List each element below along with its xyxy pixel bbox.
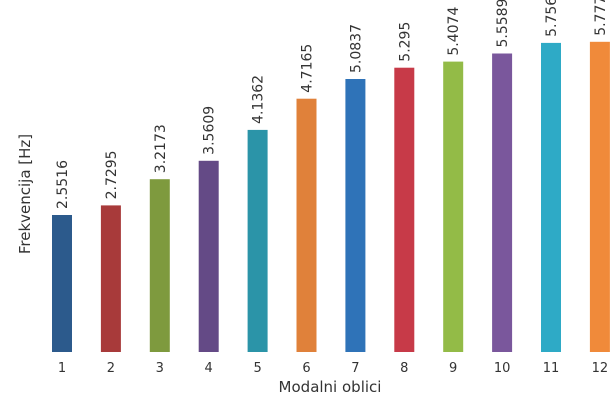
x-tick-4: 4 bbox=[205, 361, 213, 376]
bar-6 bbox=[296, 98, 317, 352]
bar-7 bbox=[345, 79, 366, 352]
bar-3 bbox=[149, 179, 170, 352]
x-axis-title: Modalni oblici bbox=[279, 378, 382, 396]
bar-10 bbox=[492, 53, 513, 352]
bar-9 bbox=[443, 61, 464, 352]
x-tick-7: 7 bbox=[351, 361, 359, 376]
x-tick-12: 12 bbox=[592, 361, 609, 376]
x-tick-10: 10 bbox=[494, 361, 511, 376]
bar-4 bbox=[198, 160, 219, 352]
x-tick-2: 2 bbox=[107, 361, 115, 376]
bar-12 bbox=[589, 41, 610, 353]
x-tick-1: 1 bbox=[58, 361, 66, 376]
x-tick-11: 11 bbox=[543, 361, 560, 376]
x-tick-3: 3 bbox=[156, 361, 164, 376]
bar-8 bbox=[394, 67, 415, 352]
value-label-11: 5.7566 bbox=[544, 0, 560, 37]
bars-group bbox=[52, 41, 610, 353]
value-label-6: 4.7165 bbox=[300, 44, 316, 93]
value-label-2: 2.7295 bbox=[104, 150, 120, 199]
bar-11 bbox=[541, 42, 561, 353]
value-label-1: 2.5516 bbox=[55, 160, 71, 209]
x-tick-6: 6 bbox=[302, 361, 310, 376]
value-label-7: 5.0837 bbox=[348, 24, 364, 73]
y-axis-title: Frekvencija [Hz] bbox=[16, 134, 34, 254]
value-label-8: 5.295 bbox=[397, 22, 413, 62]
value-label-9: 5.4074 bbox=[446, 7, 462, 56]
value-label-10: 5.5589 bbox=[495, 0, 511, 48]
bar-1 bbox=[52, 215, 72, 352]
x-tick-9: 9 bbox=[449, 361, 457, 376]
value-labels-group: 2.5516 2.7295 3.2173 3.5609 4.1362 4.7165 5.08… bbox=[55, 0, 609, 209]
bar-2 bbox=[100, 205, 121, 352]
x-tick-labels-group: 1 2 3 4 5 6 7 8 9 10 11 12 bbox=[58, 361, 608, 376]
x-tick-5: 5 bbox=[253, 361, 261, 376]
value-label-3: 3.2173 bbox=[153, 124, 169, 173]
value-label-5: 4.1362 bbox=[251, 75, 267, 124]
x-tick-8: 8 bbox=[400, 361, 408, 376]
value-label-12: 5.7771 bbox=[593, 0, 609, 36]
bar-5 bbox=[247, 129, 268, 352]
value-label-4: 3.5609 bbox=[202, 106, 218, 155]
